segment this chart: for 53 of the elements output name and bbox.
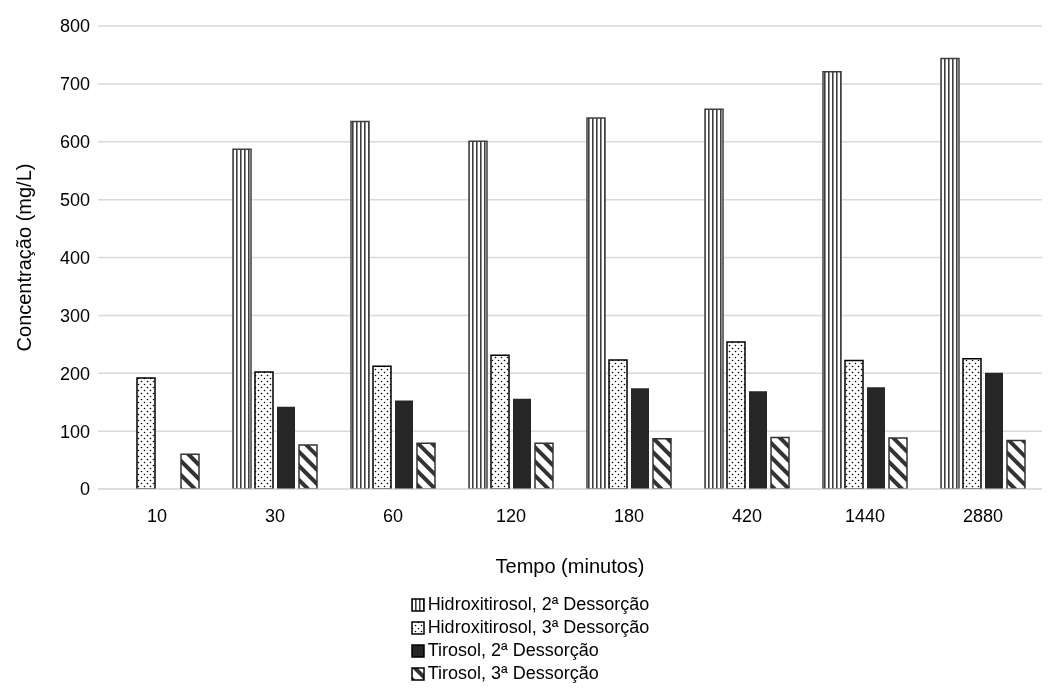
bar <box>704 108 724 489</box>
bar <box>586 117 606 489</box>
y-axis-title: Concentração (mg/L) <box>13 163 36 352</box>
bar <box>395 400 413 489</box>
bar <box>652 437 672 489</box>
bar <box>770 436 790 489</box>
bar <box>350 120 370 489</box>
y-tick-label: 0 <box>79 479 90 500</box>
bar <box>416 442 436 489</box>
bar <box>232 148 252 489</box>
bar <box>277 406 295 489</box>
bar <box>136 377 156 489</box>
bar <box>1006 439 1026 489</box>
x-tick-label: 120 <box>495 505 527 526</box>
y-tick-label: 700 <box>59 74 90 95</box>
bar <box>298 444 318 489</box>
bar <box>490 354 510 489</box>
bar <box>888 437 908 489</box>
y-tick-label: 100 <box>59 421 90 442</box>
y-tick-label: 200 <box>59 363 90 384</box>
bar <box>985 372 1003 489</box>
x-tick-label: 420 <box>731 505 763 526</box>
bar <box>726 341 746 489</box>
bar <box>513 398 531 489</box>
x-tick-label: 1440 <box>844 505 886 526</box>
y-tick-label: 300 <box>59 305 90 326</box>
y-tick-label: 800 <box>59 16 90 37</box>
legend-label: Hidroxitirosol, 3ª Dessorção <box>427 616 650 639</box>
bar <box>844 359 864 489</box>
bar <box>631 388 649 489</box>
legend-label: Hidroxitirosol, 2ª Dessorção <box>427 593 650 616</box>
x-tick-label: 60 <box>382 505 404 526</box>
x-tick-label: 10 <box>146 505 168 526</box>
legend-label: Tirosol, 2ª Dessorção <box>427 639 599 662</box>
x-axis-title: Tempo (minutos) <box>495 555 645 577</box>
x-tick-label: 2880 <box>962 505 1004 526</box>
bar <box>749 391 767 489</box>
bar <box>468 140 488 489</box>
bar <box>608 359 628 489</box>
bar <box>180 453 200 489</box>
bar <box>962 358 982 489</box>
bar <box>534 442 554 489</box>
bar <box>867 387 885 489</box>
y-tick-label: 500 <box>59 190 90 211</box>
legend-label: Tirosol, 3ª Dessorção <box>427 662 599 685</box>
bar <box>372 365 392 489</box>
x-tick-label: 180 <box>613 505 645 526</box>
y-tick-label: 600 <box>59 132 90 153</box>
bar <box>940 57 960 489</box>
bar <box>822 70 842 489</box>
bar <box>254 371 274 489</box>
x-tick-label: 30 <box>264 505 286 526</box>
y-tick-label: 400 <box>59 247 90 268</box>
